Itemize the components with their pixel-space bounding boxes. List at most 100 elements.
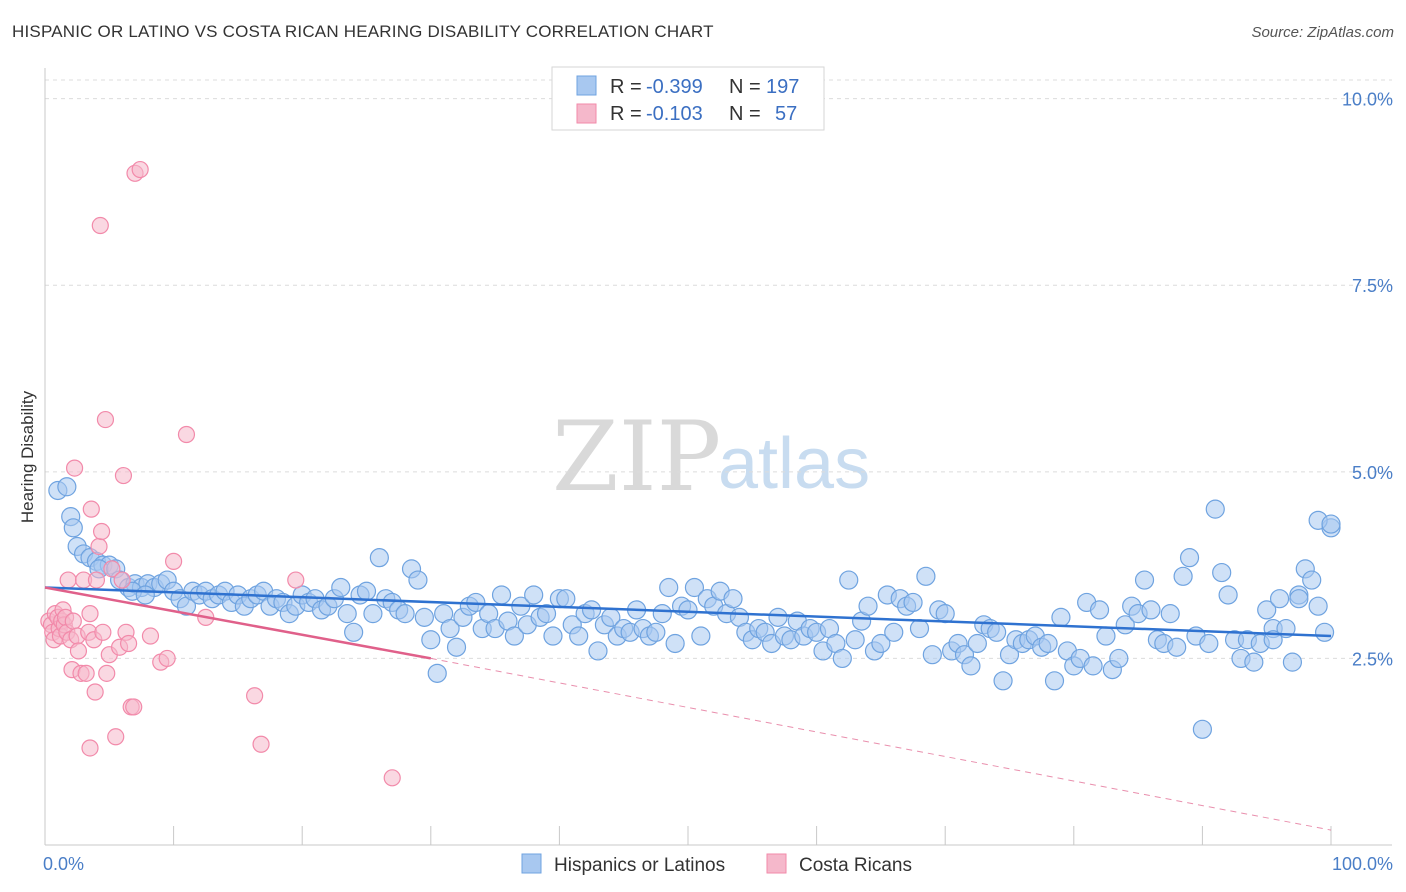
hispanic-point-140: [922, 645, 942, 665]
costa-rican-point-47: [141, 627, 160, 645]
costa-rican-point-42: [119, 634, 138, 653]
hispanic-point-73: [491, 585, 512, 605]
hispanic-point-196: [1282, 652, 1303, 672]
hispanic-point-88: [588, 641, 608, 661]
y-tick-label-3: 10.0%: [1342, 90, 1393, 110]
hispanic-point-192: [1257, 600, 1277, 620]
hispanic-point-49: [337, 604, 357, 624]
hispanic-point-138: [909, 618, 930, 639]
hispanic-point-62: [421, 630, 441, 650]
hispanic-point-147: [967, 633, 987, 654]
hispanic-point-81: [543, 626, 563, 646]
y-tick-label-1: 5.0%: [1352, 463, 1393, 483]
hispanic-point-185: [1212, 562, 1232, 583]
costa-rican-point-55: [287, 571, 305, 589]
hispanic-point-87: [581, 600, 602, 620]
legend-n-label-1: N =: [729, 76, 761, 98]
costa-rican-point-24: [81, 605, 99, 623]
costa-rican-point-17: [65, 459, 84, 477]
hispanic-point-201: [1314, 622, 1335, 642]
costa-rican-point-16: [64, 612, 82, 630]
trend-extension-costa-ricans: [430, 657, 1332, 831]
hispanic-point-166: [1089, 600, 1110, 620]
costa-rican-point-27: [86, 683, 104, 701]
hispanic-point-130: [858, 596, 878, 616]
costa-rican-point-28: [87, 571, 106, 589]
series-hispanics-points: [48, 477, 1341, 739]
hispanic-point-50: [344, 622, 364, 642]
hispanic-point-169: [1109, 648, 1129, 669]
legend-n-value-1: 197: [766, 76, 799, 98]
hispanic-point-52: [356, 581, 377, 601]
bottom-legend-swatch-pink: [766, 853, 787, 874]
hispanic-point-177: [1160, 604, 1180, 624]
hispanic-point-48: [331, 577, 351, 598]
costa-rican-point-50: [165, 552, 183, 570]
y-tick-label-0: 2.5%: [1352, 649, 1393, 669]
costa-rican-point-19: [69, 642, 88, 660]
hispanic-point-75: [504, 626, 524, 646]
hispanic-point-85: [569, 626, 589, 646]
hispanic-point-102: [678, 600, 698, 620]
correlation-legend: R = -0.399 N = 197 R = -0.103 N = 57: [551, 66, 825, 131]
hispanic-point-182: [1192, 719, 1213, 739]
hispanic-point-80: [536, 604, 557, 624]
series-costa-ricans-points: [40, 160, 401, 787]
hispanic-point-134: [884, 622, 904, 642]
hispanic-point-104: [691, 626, 711, 646]
hispanic-point-3: [63, 518, 83, 538]
x-tick-labels: 0.0% 100.0%: [43, 854, 1393, 874]
hispanic-point-53: [363, 604, 383, 624]
trend-line-costa-ricans: [44, 586, 432, 660]
hispanic-point-128: [845, 630, 865, 650]
hispanic-point-180: [1179, 548, 1200, 568]
bottom-legend-swatch-blue: [521, 853, 542, 874]
hispanic-point-65: [440, 618, 460, 639]
hispanic-point-1: [57, 477, 77, 497]
hispanic-point-78: [524, 585, 544, 605]
hispanic-point-54: [369, 548, 389, 568]
trend-lines: [44, 586, 1332, 831]
hispanic-point-109: [723, 589, 743, 609]
hispanic-point-127: [839, 570, 859, 590]
axes: [44, 68, 1392, 846]
hispanic-point-184: [1205, 499, 1225, 519]
legend-swatch-pink: [576, 103, 597, 124]
hispanic-point-61: [414, 607, 434, 627]
costa-rican-point-13: [59, 571, 77, 589]
costa-rican-point-29: [90, 537, 108, 556]
hispanic-point-60: [408, 570, 428, 590]
hispanic-point-183: [1199, 633, 1219, 654]
hispanic-point-100: [665, 633, 685, 654]
legend-n-value-2: 57: [775, 103, 797, 125]
source-credit: Source: ZipAtlas.com: [1251, 24, 1394, 41]
y-tick-label-2: 7.5%: [1352, 276, 1393, 296]
costa-rican-point-53: [246, 687, 264, 705]
hispanic-point-142: [935, 604, 955, 624]
hispanic-point-103: [684, 577, 705, 598]
costa-rican-point-40: [114, 466, 133, 485]
bottom-legend-label-costa-ricans: Costa Ricans: [799, 855, 912, 876]
hispanic-point-199: [1302, 570, 1322, 590]
hispanic-point-158: [1038, 633, 1058, 654]
costa-rican-point-33: [96, 410, 115, 429]
hispanic-point-139: [916, 566, 936, 586]
costa-rican-point-30: [91, 216, 109, 235]
costa-rican-point-49: [158, 649, 176, 668]
hispanic-point-21: [135, 585, 155, 605]
hispanic-point-204: [1289, 589, 1309, 609]
hispanic-point-98: [652, 604, 672, 624]
hispanic-point-159: [1044, 671, 1065, 691]
costa-rican-point-31: [92, 522, 111, 541]
legend-swatch-blue: [576, 75, 597, 96]
watermark-atlas: atlas: [718, 424, 870, 504]
legend-r-label-2: R =: [610, 103, 642, 125]
costa-rican-point-22: [77, 664, 95, 682]
hispanic-point-83: [556, 589, 576, 609]
series-legend: Hispanics or Latinos Costa Ricans: [521, 853, 912, 876]
hispanic-point-186: [1218, 585, 1238, 605]
hispanic-point-146: [961, 656, 981, 676]
costa-rican-point-36: [103, 560, 121, 578]
costa-rican-point-39: [113, 571, 131, 589]
hispanic-point-63: [427, 663, 447, 683]
